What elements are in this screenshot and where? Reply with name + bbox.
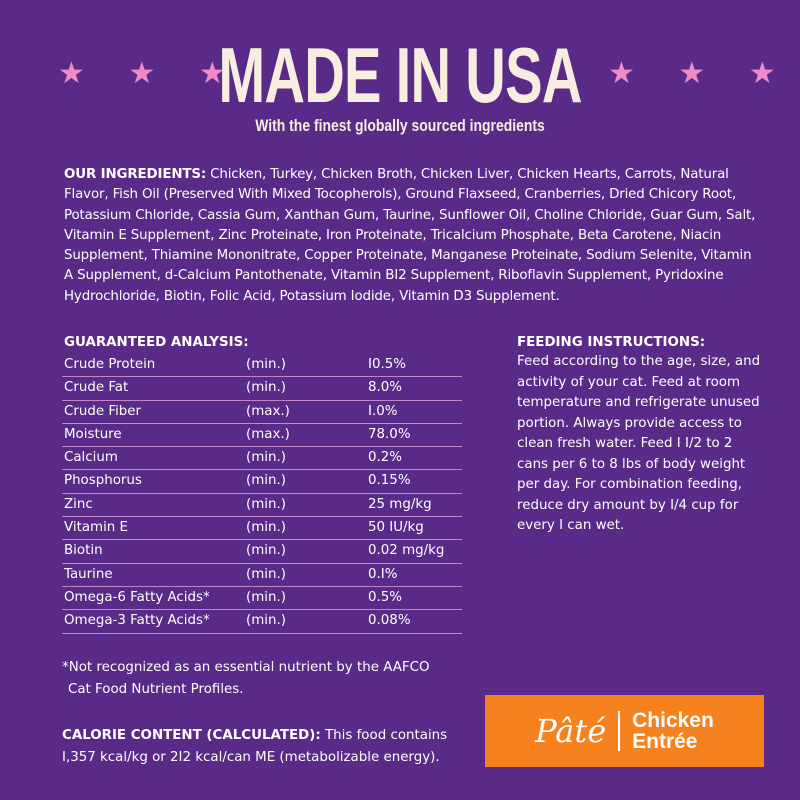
analysis-title: GUARANTEED ANALYSIS:	[64, 335, 249, 350]
nutrient-name: Zinc	[64, 496, 93, 512]
table-row: Crude Fat (min.) 8.0%	[62, 377, 462, 401]
table-row: Moisture (max.) 78.0%	[62, 424, 462, 448]
nutrient-qualifier: (min.)	[246, 520, 286, 536]
table-row: Phosphorus (min.) 0.15%	[62, 470, 462, 494]
nutrient-value: 0.I%	[368, 566, 398, 582]
table-row: Calcium (min.) 0.2%	[62, 447, 462, 471]
footnote-line: *Not recognized as an essential nutrient…	[62, 660, 430, 675]
calorie-text: I,357 kcal/kg or 2I2 kcal/can ME (metabo…	[62, 750, 440, 765]
nutrient-value: 25 mg/kg	[368, 496, 432, 512]
feeding-title: FEEDING INSTRUCTIONS:	[517, 335, 706, 350]
nutrient-qualifier: (min.)	[246, 357, 286, 372]
table-row: Omega-3 Fatty Acids* (min.) 0.08%	[62, 610, 462, 634]
nutrient-name: Omega-6 Fatty Acids*	[64, 589, 210, 605]
footnote: *Not recognized as an essential nutrient…	[62, 657, 462, 701]
calorie-content: CALORIE CONTENT (CALCULATED): This food …	[62, 725, 482, 769]
table-row: Crude Protein (min.) I0.5%	[62, 354, 462, 378]
pate-label: Pâté	[535, 711, 621, 751]
nutrient-qualifier: (min.)	[246, 496, 286, 512]
nutrient-name: Crude Fat	[64, 380, 129, 396]
feeding-instructions: FEEDING INSTRUCTIONS: Feed according to …	[517, 334, 767, 537]
nutrient-value: 50 IU/kg	[368, 520, 424, 536]
nutrient-qualifier: (max.)	[246, 403, 290, 419]
product-badge: Pâté Chicken Entrée	[485, 695, 764, 767]
nutrient-name: Omega-3 Fatty Acids*	[64, 613, 210, 629]
nutrient-value: 0.2%	[368, 450, 403, 466]
stars-left: ★ ★ ★	[58, 56, 243, 91]
calorie-text: This food contains	[320, 728, 448, 743]
nutrient-qualifier: (max.)	[246, 426, 290, 442]
table-row: Biotin (min.) 0.02 mg/kg	[62, 540, 462, 564]
nutrient-qualifier: (min.)	[246, 380, 286, 396]
nutrient-qualifier: (min.)	[246, 450, 286, 466]
nutrient-name: Crude Protein	[64, 357, 156, 372]
nutrient-qualifier: (min.)	[246, 543, 286, 559]
nutrient-name: Vitamin E	[64, 520, 129, 536]
nutrient-value: 0.08%	[368, 613, 411, 629]
stars-right: ★ ★ ★	[608, 56, 793, 91]
table-row: Vitamin E (min.) 50 IU/kg	[62, 517, 462, 541]
table-row: Omega-6 Fatty Acids* (min.) 0.5%	[62, 587, 462, 611]
table-row: Zinc (min.) 25 mg/kg	[62, 494, 462, 518]
nutrient-qualifier: (min.)	[246, 566, 286, 582]
page-title: MADE IN USA	[218, 31, 582, 119]
nutrient-name: Crude Fiber	[64, 403, 142, 419]
nutrient-name: Taurine	[64, 566, 113, 582]
nutrient-qualifier: (min.)	[246, 589, 286, 605]
calorie-label: CALORIE CONTENT (CALCULATED):	[62, 728, 321, 743]
nutrient-value: 0.02 mg/kg	[368, 543, 445, 559]
nutrient-value: 0.5%	[368, 589, 403, 605]
nutrient-name: Biotin	[64, 543, 103, 559]
guaranteed-analysis: GUARANTEED ANALYSIS: Crude Protein (min.)…	[62, 334, 462, 634]
subtitle: With the finest globally sourced ingredi…	[255, 116, 545, 135]
ingredients-label: OUR INGREDIENTS:	[64, 167, 207, 182]
nutrient-name: Calcium	[64, 450, 118, 466]
nutrient-name: Phosphorus	[64, 473, 142, 489]
flavor-line: Chicken	[632, 709, 714, 732]
flavor-line: Entrée	[632, 730, 698, 753]
ingredients: OUR INGREDIENTS: Chicken, Turkey, Chicke…	[64, 165, 764, 307]
table-row: Taurine (min.) 0.I%	[62, 564, 462, 587]
ingredients-text: Chicken, Turkey, Chicken Broth, Chicken …	[64, 167, 756, 304]
nutrient-value: 8.0%	[368, 380, 403, 396]
nutrient-value: 78.0%	[368, 426, 411, 442]
nutrient-value: 0.15%	[368, 473, 411, 489]
table-row: Crude Fiber (max.) I.0%	[62, 401, 462, 424]
nutrient-name: Moisture	[64, 426, 122, 442]
footnote-line: Cat Food Nutrient Profiles.	[68, 682, 244, 697]
nutrient-value: I0.5%	[368, 357, 406, 372]
feeding-text: Feed according to the age, size, and act…	[517, 354, 761, 533]
nutrient-qualifier: (min.)	[246, 613, 286, 629]
nutrient-value: I.0%	[368, 403, 398, 419]
nutrient-qualifier: (min.)	[246, 473, 286, 489]
